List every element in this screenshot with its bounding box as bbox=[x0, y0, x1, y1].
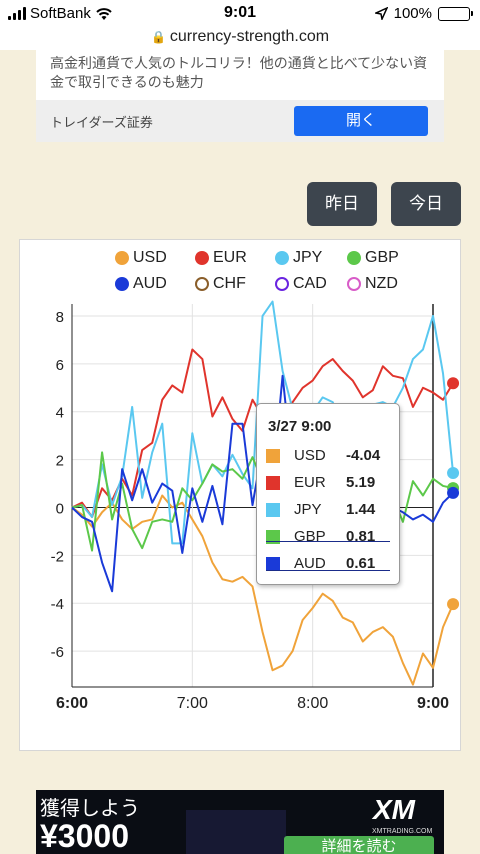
y-tick-label: 4 bbox=[56, 405, 64, 422]
legend-item-eur[interactable]: EUR bbox=[195, 249, 247, 267]
tooltip-separator bbox=[266, 541, 390, 542]
tooltip-row-aud: AUD 0.61 bbox=[266, 553, 390, 577]
y-tick-label: 8 bbox=[56, 309, 64, 326]
tooltip-swatch bbox=[266, 449, 280, 463]
legend-item-gbp[interactable]: GBP bbox=[347, 249, 399, 267]
wifi-icon bbox=[96, 7, 112, 20]
tooltip-value: 1.44 bbox=[346, 501, 376, 518]
tooltip-currency: EUR bbox=[294, 474, 326, 491]
legend-label: NZD bbox=[365, 275, 398, 292]
battery-icon bbox=[438, 6, 473, 21]
legend-item-jpy[interactable]: JPY bbox=[275, 249, 322, 267]
ad-banner-bottom[interactable]: 獲得しよう ¥3000 XM XMTRADING.COM 詳細を読む bbox=[36, 790, 444, 854]
status-bar: SoftBank 9:01 100% bbox=[0, 0, 480, 28]
tooltip-swatch bbox=[266, 503, 280, 517]
carrier-name: SoftBank bbox=[30, 5, 91, 22]
url-bar[interactable]: 🔒 currency-strength.com bbox=[0, 28, 480, 50]
legend-marker bbox=[347, 277, 361, 291]
legend-marker bbox=[115, 277, 129, 291]
x-tick-label: 9:00 bbox=[417, 695, 449, 712]
tooltip-currency: USD bbox=[294, 447, 326, 464]
clock: 9:01 bbox=[223, 4, 257, 21]
legend-label: JPY bbox=[293, 249, 323, 266]
ad-decoration bbox=[186, 810, 286, 854]
tooltip-value: 0.81 bbox=[346, 528, 376, 545]
ad-text: 高金利通貨で人気のトルコリラ！他の通貨と比べて少ない資金で取引できるのも魅力 bbox=[50, 55, 428, 90]
ad-banner-top[interactable]: 高金利通貨で人気のトルコリラ！他の通貨と比べて少ない資金で取引できるのも魅力 ト… bbox=[36, 50, 444, 142]
tooltip-row-gbp: GBP 0.81 bbox=[266, 526, 390, 550]
status-right: 100% bbox=[374, 5, 473, 22]
ad-sponsor: トレイダーズ証券 bbox=[50, 115, 153, 130]
chart-tooltip: 3/27 9:00 USD -4.04 EUR 5.19 JPY 1.44 GBP 0.81 A… bbox=[256, 403, 400, 585]
tooltip-value: 0.61 bbox=[346, 555, 376, 572]
url-text: currency-strength.com bbox=[169, 28, 330, 45]
ad-headline: 獲得しよう bbox=[40, 798, 140, 820]
location-arrow-icon bbox=[374, 7, 388, 20]
tooltip-value: -4.04 bbox=[346, 447, 381, 464]
legend-marker bbox=[195, 251, 209, 265]
legend-marker bbox=[347, 251, 361, 265]
lock-icon: 🔒 bbox=[150, 30, 166, 44]
tooltip-row-eur: EUR 5.19 bbox=[266, 472, 390, 496]
tooltip-swatch bbox=[266, 530, 280, 544]
carrier-info: SoftBank bbox=[8, 5, 113, 22]
xm-logo: XM bbox=[373, 794, 415, 825]
legend-label: AUD bbox=[133, 275, 167, 292]
ad-footer: トレイダーズ証券 開く bbox=[36, 100, 444, 142]
y-tick-label: -2 bbox=[51, 548, 64, 565]
legend-label: USD bbox=[133, 249, 167, 266]
tooltip-currency: JPY bbox=[294, 501, 322, 518]
tooltip-title: 3/27 9:00 bbox=[268, 418, 332, 435]
y-tick-label: -4 bbox=[51, 596, 64, 613]
x-tick-label: 8:00 bbox=[297, 695, 328, 712]
legend-marker bbox=[275, 277, 289, 291]
y-tick-label: 6 bbox=[56, 357, 64, 374]
legend-label: CHF bbox=[213, 275, 246, 292]
legend-item-aud[interactable]: AUD bbox=[115, 275, 167, 293]
tooltip-swatch bbox=[266, 557, 280, 571]
tooltip-row-usd: USD -4.04 bbox=[266, 445, 390, 469]
series-end-point-aud bbox=[447, 486, 460, 499]
currency-strength-chart: USD EUR JPY GBP AUD CHF CAD NZD 8 6 4 2 0 -2 -4 -6 6:00… bbox=[19, 239, 461, 751]
tooltip-swatch bbox=[266, 476, 280, 490]
legend-item-chf[interactable]: CHF bbox=[195, 275, 246, 293]
tooltip-value: 5.19 bbox=[346, 474, 376, 491]
yesterday-button[interactable]: 昨日 bbox=[307, 182, 377, 226]
y-tick-label: 2 bbox=[56, 453, 64, 470]
today-button[interactable]: 今日 bbox=[391, 182, 461, 226]
signal-icon bbox=[8, 7, 26, 20]
y-tick-label: -6 bbox=[51, 644, 64, 661]
legend-label: GBP bbox=[365, 249, 399, 266]
battery-percent: 100% bbox=[393, 5, 432, 22]
series-end-point-eur bbox=[447, 377, 460, 390]
series-end-point-jpy bbox=[447, 466, 460, 479]
legend-item-nzd[interactable]: NZD bbox=[347, 275, 398, 293]
ad-open-button[interactable]: 開く bbox=[294, 106, 428, 136]
legend-marker bbox=[195, 277, 209, 291]
legend-marker bbox=[275, 251, 289, 265]
x-tick-label: 7:00 bbox=[177, 695, 208, 712]
x-tick-label: 6:00 bbox=[56, 695, 88, 712]
xm-logo-subtext: XMTRADING.COM bbox=[372, 828, 433, 835]
legend-item-usd[interactable]: USD bbox=[115, 249, 167, 267]
ad-amount: ¥3000 bbox=[40, 818, 129, 854]
legend-marker bbox=[115, 251, 129, 265]
legend-label: EUR bbox=[213, 249, 247, 266]
series-line-usd bbox=[71, 494, 454, 686]
legend-label: CAD bbox=[293, 275, 327, 292]
ad-details-button[interactable]: 詳細を読む bbox=[284, 836, 434, 854]
tooltip-currency: AUD bbox=[294, 555, 326, 572]
tooltip-separator bbox=[266, 570, 390, 571]
legend-item-cad[interactable]: CAD bbox=[275, 275, 327, 293]
series-end-point-usd bbox=[447, 598, 460, 611]
tooltip-currency: GBP bbox=[294, 528, 326, 545]
tooltip-row-jpy: JPY 1.44 bbox=[266, 499, 390, 523]
y-tick-label: 0 bbox=[56, 500, 64, 517]
